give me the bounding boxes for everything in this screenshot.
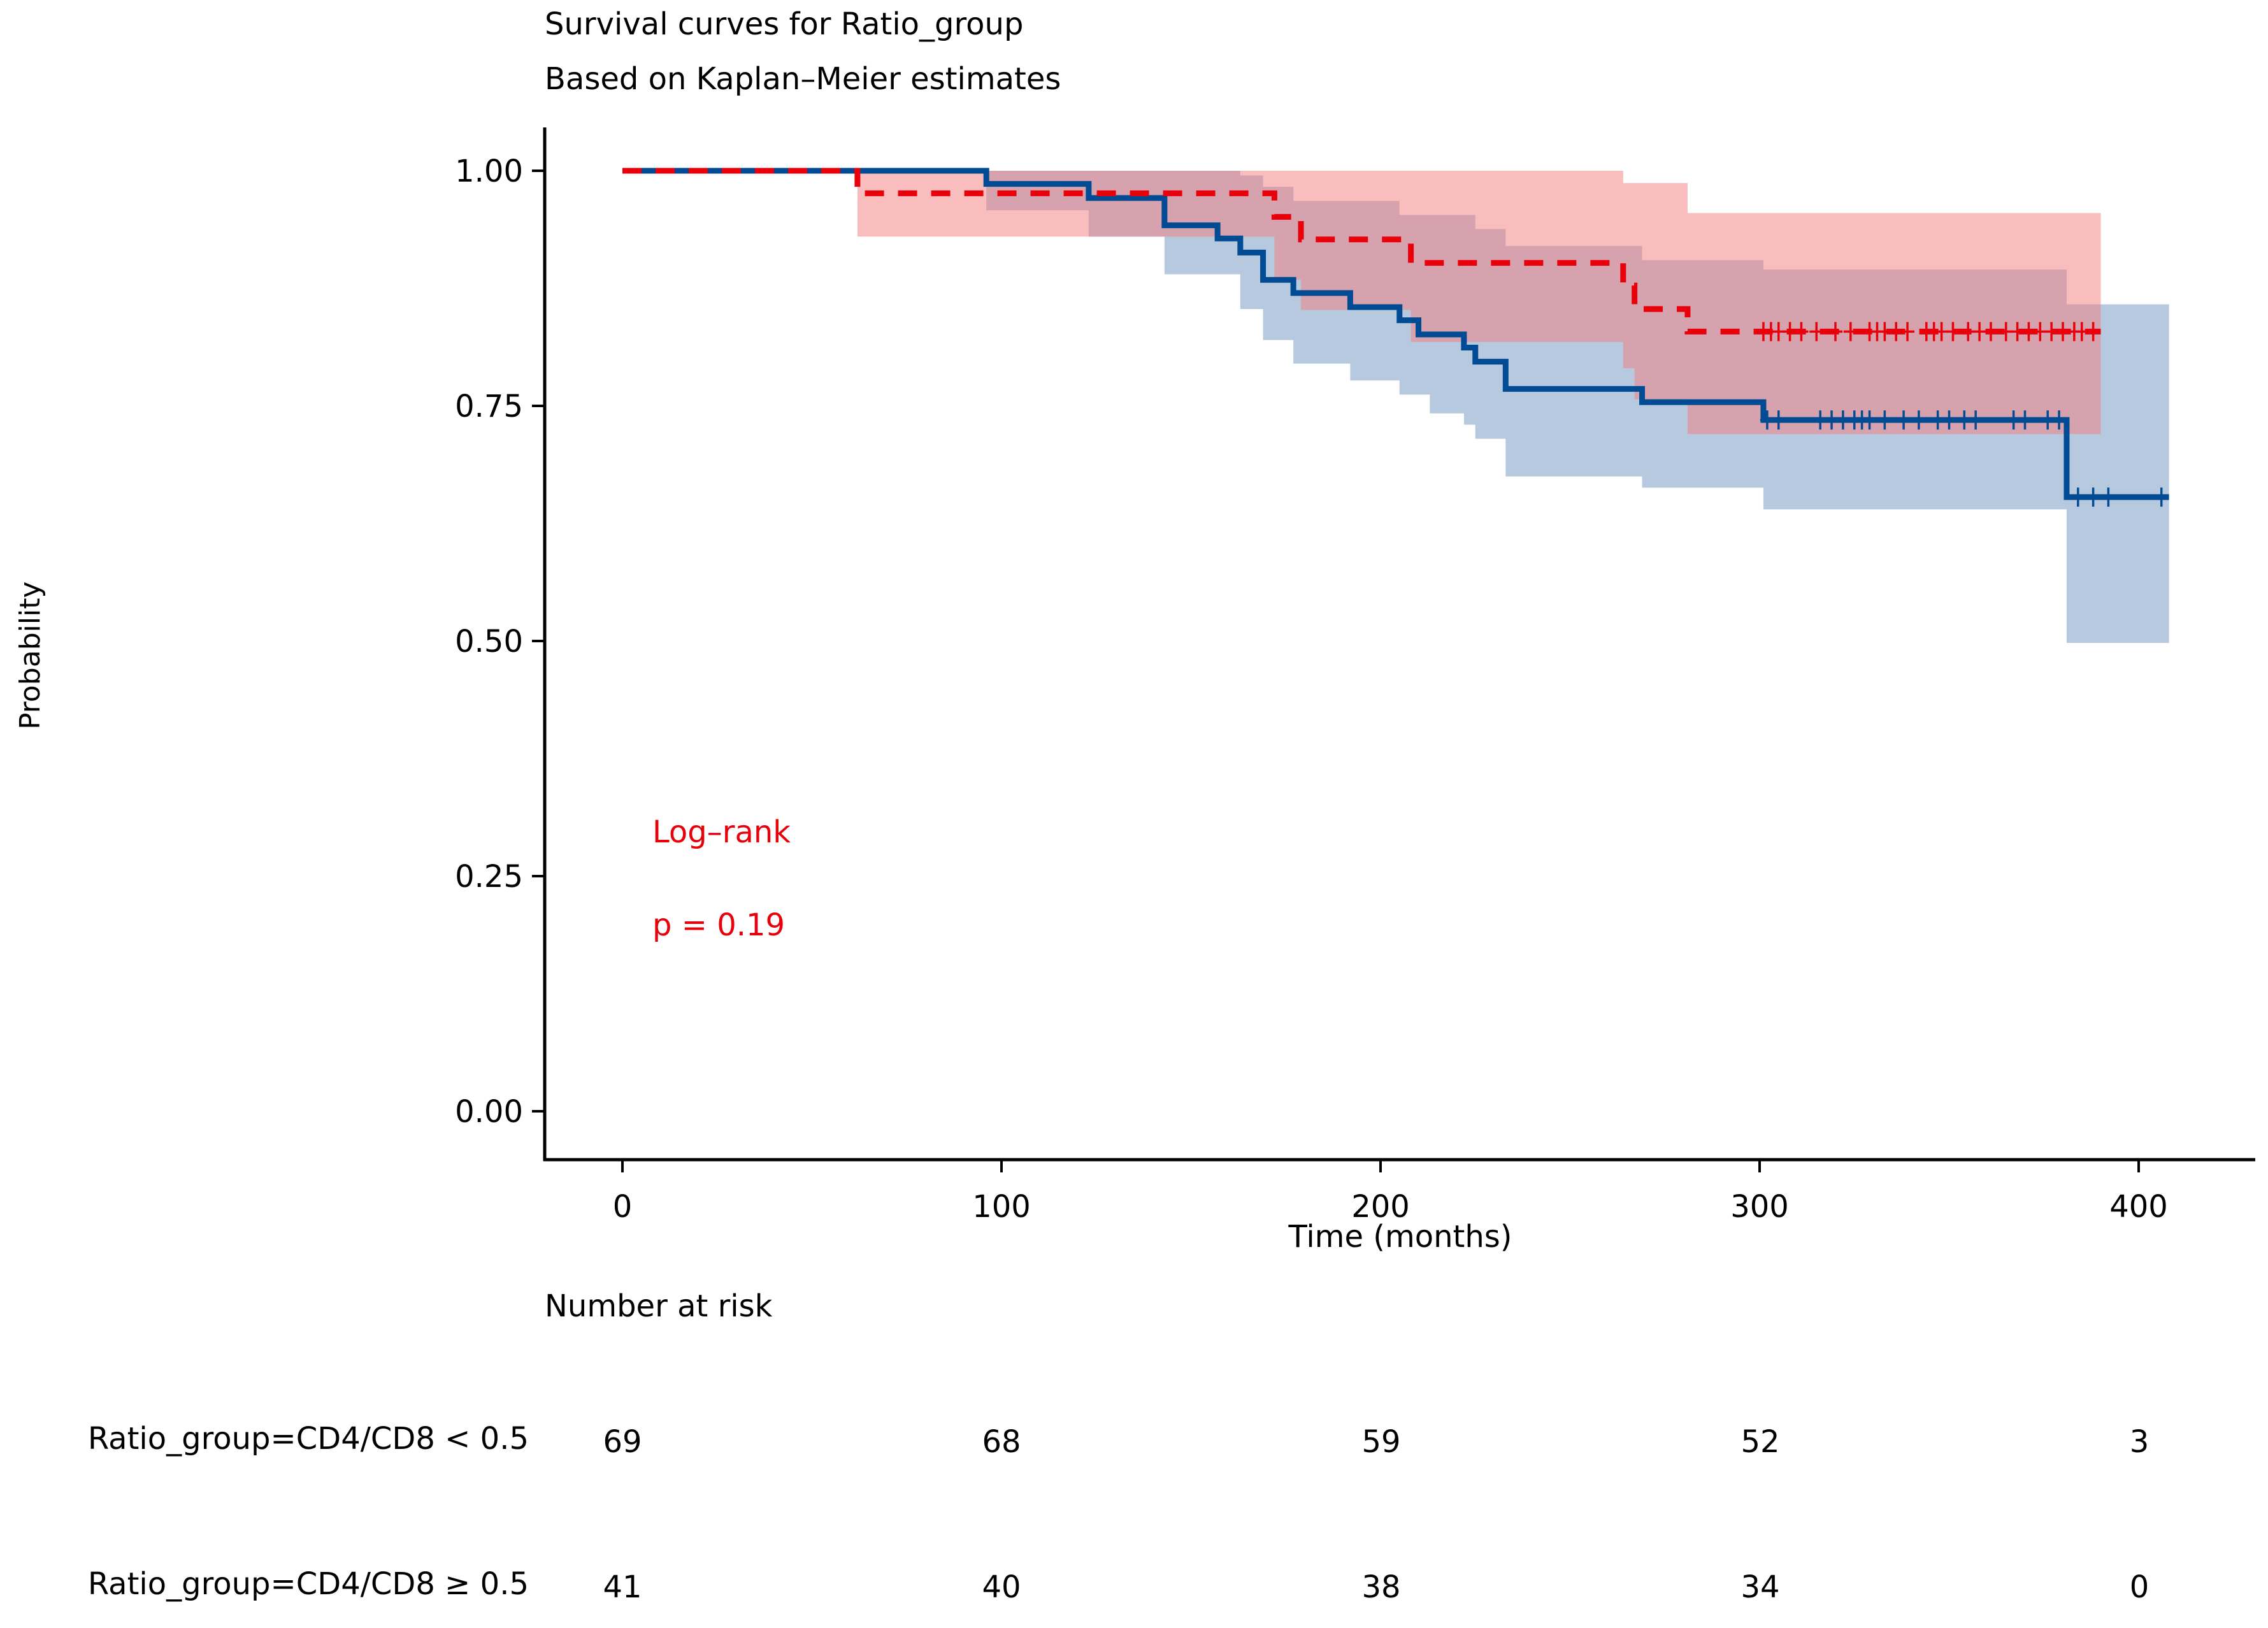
risk-value: 0: [2129, 1569, 2150, 1605]
survival-plot: 0.00 0.25 0.50 0.75 1.00 0 100 200 300 400 Time (m…: [455, 127, 2255, 1255]
logrank-label: Log–rank: [652, 814, 791, 850]
risk-value: 52: [1740, 1424, 1780, 1460]
risk-value: 69: [603, 1424, 642, 1460]
y-tick-label: 0.00: [455, 1094, 523, 1130]
p-value-label: p = 0.19: [652, 907, 785, 943]
risk-table-title: Number at risk: [545, 1288, 773, 1324]
risk-value: 41: [603, 1569, 642, 1605]
risk-value: 40: [982, 1569, 1021, 1605]
survival-curve: [622, 168, 2101, 335]
x-tick-label: 400: [2109, 1189, 2168, 1225]
risk-value: 38: [1361, 1569, 1401, 1605]
x-tick-label: 100: [972, 1189, 1031, 1225]
y-tick-label: 0.75: [455, 389, 523, 424]
risk-row-label: Ratio_group=CD4/CD8 < 0.5: [87, 1421, 529, 1457]
x-axis-label: Time (months): [1288, 1219, 1512, 1255]
x-tick-label: 300: [1730, 1189, 1789, 1225]
risk-value: 34: [1740, 1569, 1780, 1605]
x-tick-label: 0: [613, 1189, 633, 1225]
survival-curve: [622, 168, 2169, 500]
confidence-band: [622, 171, 2101, 435]
risk-value: 3: [2129, 1424, 2150, 1460]
risk-value: 68: [982, 1424, 1021, 1460]
y-tick-label: 0.50: [455, 624, 523, 659]
chart-title: Survival curves for Ratio_group: [545, 6, 1024, 42]
chart-subtitle: Based on Kaplan–Meier estimates: [545, 61, 1061, 97]
x-tick-label: 200: [1351, 1189, 1410, 1225]
y-tick-label: 1.00: [455, 154, 523, 189]
risk-value: 59: [1361, 1424, 1401, 1460]
y-tick-label: 0.25: [455, 859, 523, 895]
risk-row-label: Ratio_group=CD4/CD8 ≥ 0.5: [87, 1566, 529, 1602]
